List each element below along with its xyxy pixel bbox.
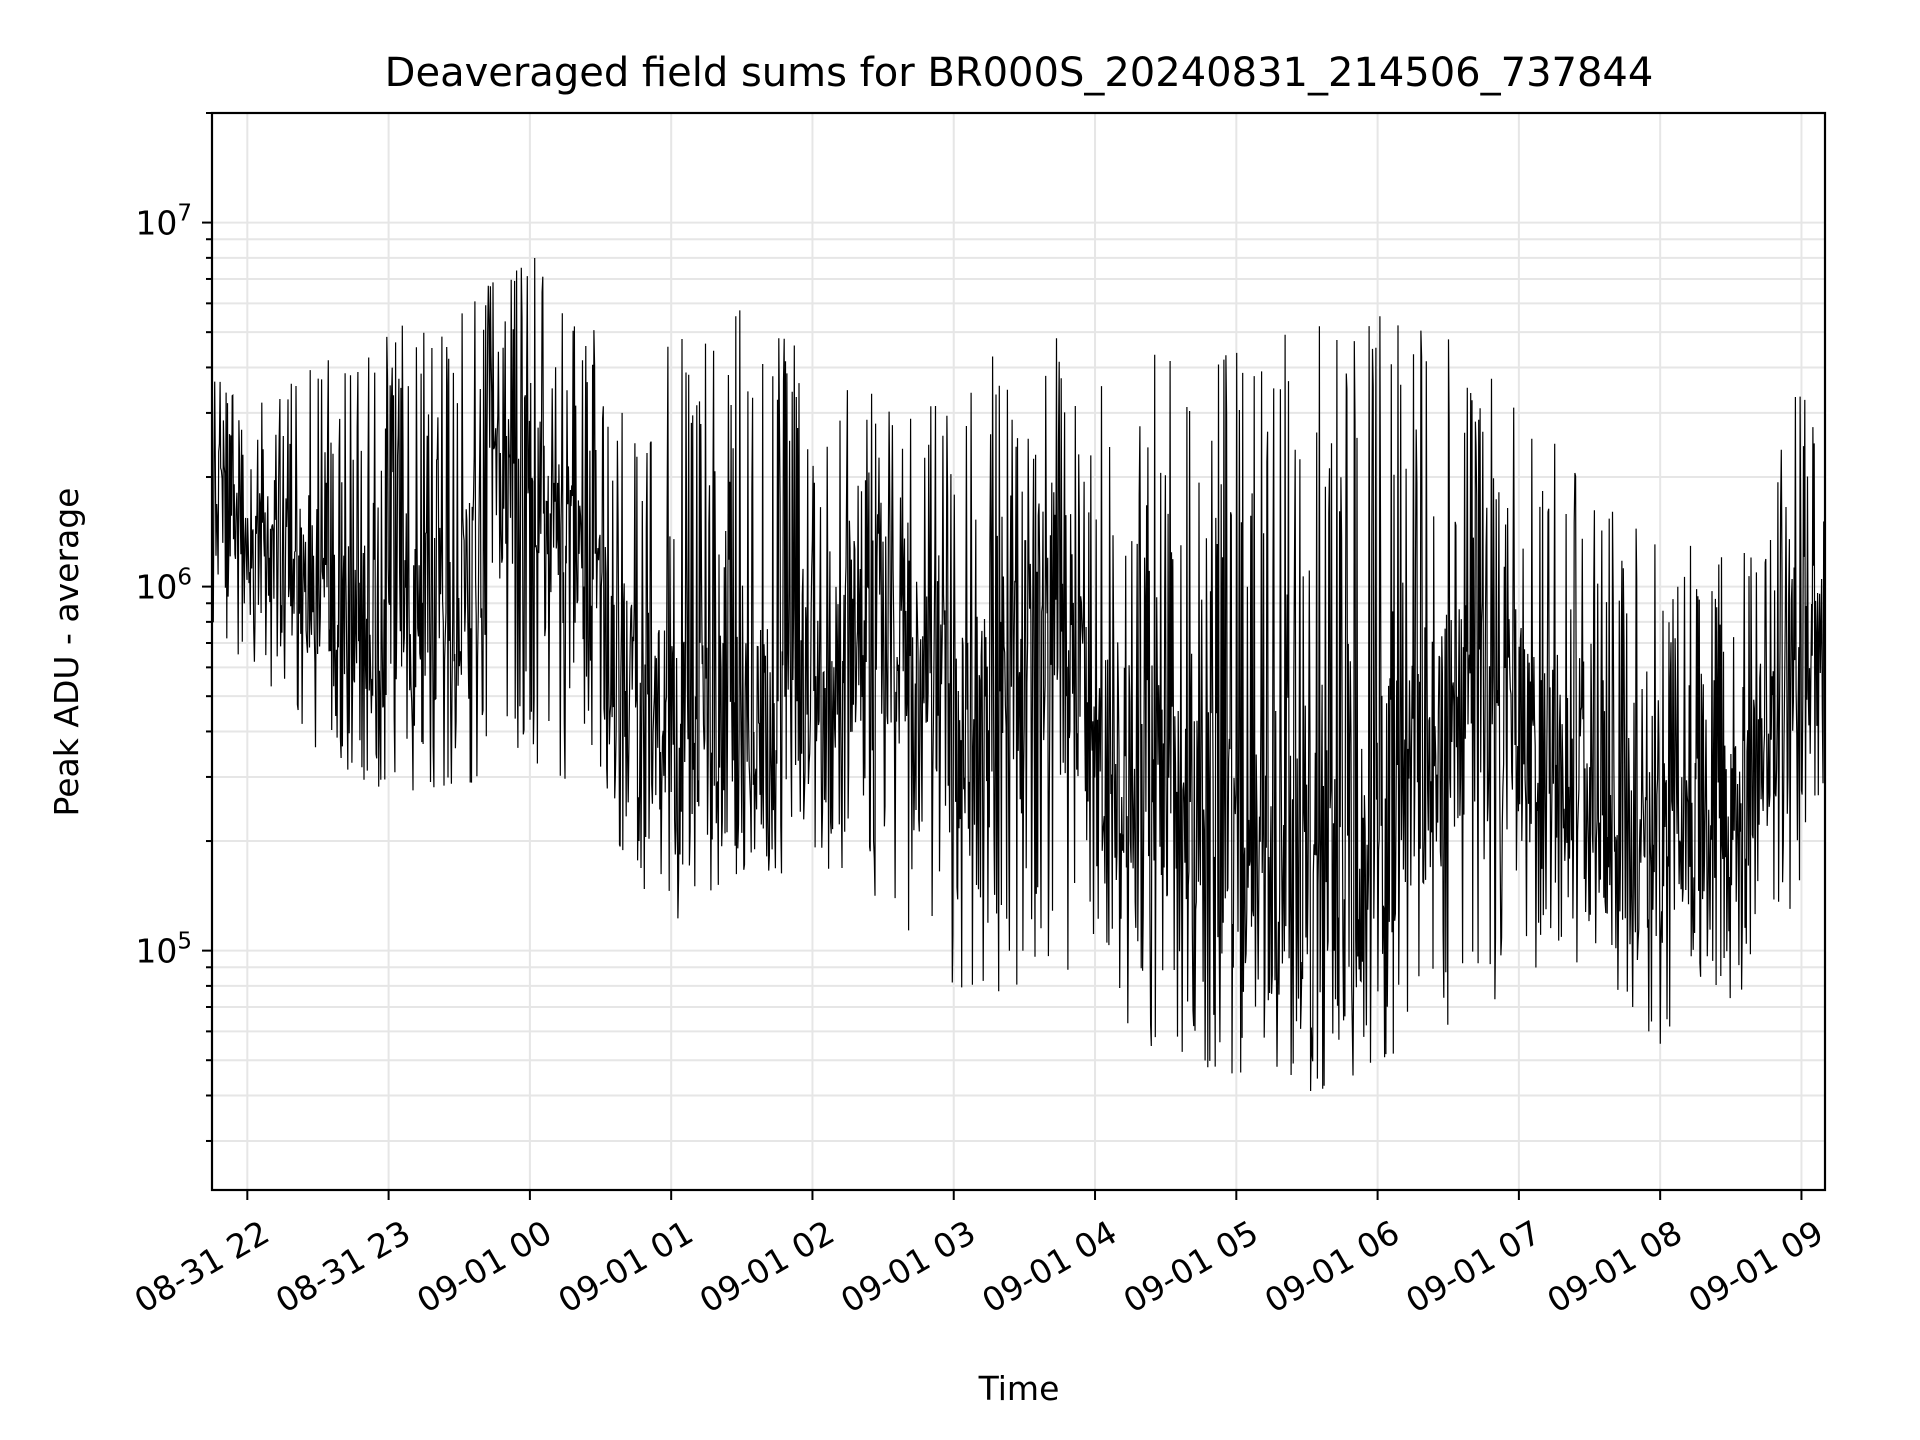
y-axis-label: Peak ADU - average: [47, 488, 86, 817]
x-axis-label: Time: [978, 1369, 1060, 1408]
y-tick-label: 105: [135, 929, 192, 971]
y-tick-label: 106: [135, 565, 192, 607]
plot-frame: [210, 111, 1827, 1192]
chart-title: Deaveraged field sums for BR000S_2024083…: [385, 50, 1654, 96]
series-line: [212, 257, 1825, 1092]
series-layer: [212, 257, 1825, 1092]
y-tick-label: 107: [135, 201, 192, 243]
